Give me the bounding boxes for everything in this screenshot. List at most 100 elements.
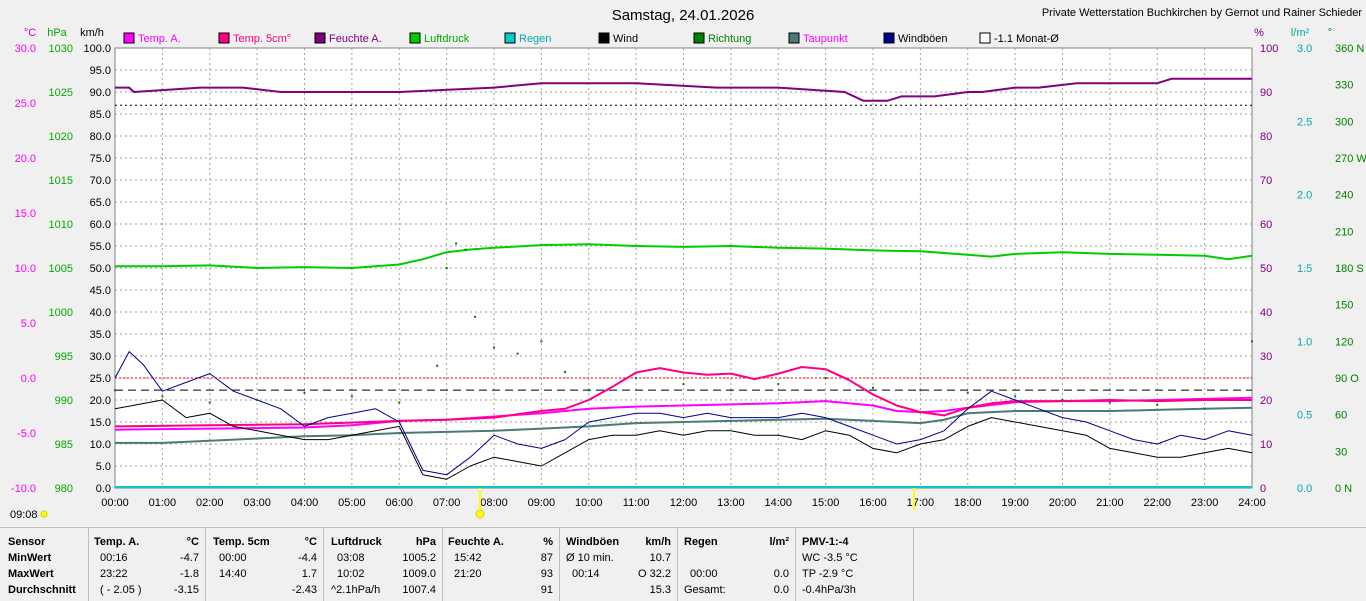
stats-unit-pressure: hPa xyxy=(415,536,436,548)
series-point-richtung xyxy=(1108,401,1111,404)
temp-tick-label: 5.0 xyxy=(21,318,36,330)
series-line-temp-5cm xyxy=(114,366,1252,428)
axis-unit-dir: ° xyxy=(1328,27,1332,39)
stats-temp-avg: -3.15 xyxy=(173,584,199,596)
legend-label: Temp. 5cm° xyxy=(233,33,291,45)
temp-tick-label: 15.0 xyxy=(15,208,36,220)
stats-windchill: WC -3.5 °C xyxy=(802,552,858,564)
hpa-tick-label: 1030 xyxy=(49,43,73,55)
pct-tick-label: 20 xyxy=(1260,395,1272,407)
pct-tick-label: 40 xyxy=(1260,307,1272,319)
stats-humidity-min-time: 15:42 xyxy=(454,552,482,564)
hpa-tick-label: 980 xyxy=(55,483,73,495)
dir-tick-label: 330 xyxy=(1335,80,1353,92)
temp-tick-label: -5.0 xyxy=(17,428,36,440)
stats-pressure-trend: ^2.1hPa/h xyxy=(331,584,381,596)
kmh-tick-label: 100.0 xyxy=(83,43,111,55)
series-line-taupunkt xyxy=(115,406,1253,444)
stats-temp5cm-min: -4.4 xyxy=(298,552,317,564)
time-tick-label: 07:00 xyxy=(433,497,461,509)
time-tick-label: 09:00 xyxy=(528,497,556,509)
time-tick-label: 18:00 xyxy=(954,497,982,509)
stats-humidity-max: 93 xyxy=(540,568,553,580)
kmh-tick-label: 80.0 xyxy=(90,131,111,143)
series-point-richtung xyxy=(1014,395,1017,398)
series-point-richtung xyxy=(872,386,874,389)
rain-tick-label: 2.0 xyxy=(1297,190,1312,202)
stats-row-label-avg: Durchschnitt xyxy=(8,584,76,596)
series-point-richtung xyxy=(350,395,353,398)
time-tick-label: 17:00 xyxy=(907,497,935,509)
kmh-tick-label: 65.0 xyxy=(90,197,111,209)
kmh-tick-label: 0.0 xyxy=(96,483,111,495)
series-point-richtung xyxy=(256,399,259,401)
stats-column-humidity: Feuchte A. % 15:42 87 21:20 93 91 xyxy=(442,528,560,601)
legend-swatch xyxy=(314,32,326,44)
dir-tick-label: 210 xyxy=(1335,226,1353,238)
hpa-tick-label: 990 xyxy=(55,395,73,407)
stats-temp-min: -4.7 xyxy=(180,552,199,564)
kmh-tick-label: 5.0 xyxy=(96,461,111,473)
stats-pressure-avg: 1007.4 xyxy=(402,584,436,596)
pct-tick-label: 10 xyxy=(1260,439,1272,451)
stats-dewpoint: TP -2.9 °C xyxy=(802,568,854,580)
legend-swatch xyxy=(123,32,135,44)
rain-tick-label: 0.0 xyxy=(1297,483,1312,495)
stats-unit-temp: °C xyxy=(186,536,199,548)
stats-gusts-avg10-label: Ø 10 min. xyxy=(566,552,614,564)
hpa-tick-label: 1010 xyxy=(49,219,73,231)
stats-header-rain: Regen xyxy=(684,536,718,548)
series-point-richtung xyxy=(1061,399,1064,401)
temp-tick-label: 20.0 xyxy=(15,153,36,165)
legend-label: Windböen xyxy=(898,33,948,45)
kmh-tick-label: 30.0 xyxy=(90,351,111,363)
series-point-richtung xyxy=(919,389,922,392)
series-point-richtung xyxy=(1251,340,1253,343)
stats-pressure-max: 1009.0 xyxy=(402,568,436,580)
pct-tick-label: 70 xyxy=(1260,175,1272,187)
pct-tick-label: 60 xyxy=(1260,219,1272,231)
stats-temp-max-time: 23:22 xyxy=(100,568,128,580)
time-tick-label: 00:00 xyxy=(101,497,129,509)
stats-header-temp5cm: Temp. 5cm xyxy=(213,536,270,548)
stats-column-pmv: PMV-1:-4 WC -3.5 °C TP -2.9 °C -0.4hPa/3… xyxy=(795,528,914,601)
statistics-table: Sensor MinWert MaxWert Durchschnitt Temp… xyxy=(0,527,1366,601)
stats-column-gusts: Windböen km/h Ø 10 min. 10.7 00:14 O 32.… xyxy=(559,528,678,601)
dir-tick-label: 90 O xyxy=(1335,373,1359,385)
temp-tick-label: 30.0 xyxy=(15,43,36,55)
stats-gusts-max-time: 00:14 xyxy=(572,568,600,580)
series-point-richtung xyxy=(824,377,827,379)
hpa-tick-label: 995 xyxy=(55,351,73,363)
legend-swatch xyxy=(218,32,230,44)
time-tick-label: 21:00 xyxy=(1096,497,1124,509)
time-tick-label: 16:00 xyxy=(859,497,887,509)
stats-header-sensor: Sensor xyxy=(8,536,46,548)
station-credit: Private Wetterstation Buchkirchen by Ger… xyxy=(1042,7,1363,19)
series-point-richtung xyxy=(455,242,458,245)
temp-tick-label: 0.0 xyxy=(21,373,36,385)
series-point-richtung xyxy=(161,395,164,398)
stats-rain-total: 0.0 xyxy=(773,584,789,596)
time-tick-label: 22:00 xyxy=(1143,497,1171,509)
series-line-luftdruck xyxy=(115,243,1253,269)
legend-swatch xyxy=(598,32,610,44)
kmh-tick-label: 75.0 xyxy=(90,153,111,165)
axis-unit-kmh: km/h xyxy=(80,27,104,39)
time-tick-label: 12:00 xyxy=(670,497,698,509)
stats-gusts-min: 10.7 xyxy=(649,552,671,564)
stats-column-rain: Regen l/m² 00:00 0.0 Gesamt: 0.0 xyxy=(677,528,796,601)
legend-swatch xyxy=(788,32,800,44)
time-tick-label: 20:00 xyxy=(1049,497,1077,509)
weather-chart: Samstag, 24.01.2026 Private Wetterstation… xyxy=(10,7,1366,521)
legend-swatch xyxy=(693,32,705,44)
series-point-richtung xyxy=(777,383,780,386)
time-tick-label: 24:00 xyxy=(1238,497,1266,509)
legend-label: Temp. A. xyxy=(138,33,181,45)
stats-temp5cm-max-time: 14:40 xyxy=(219,568,247,580)
hpa-tick-label: 1005 xyxy=(49,263,73,275)
axis-unit-rain: l/m² xyxy=(1291,27,1310,39)
series-point-richtung xyxy=(398,401,401,404)
pct-tick-label: 80 xyxy=(1260,131,1272,143)
legend-swatch xyxy=(504,32,516,44)
stats-header-temp: Temp. A. xyxy=(94,536,140,548)
